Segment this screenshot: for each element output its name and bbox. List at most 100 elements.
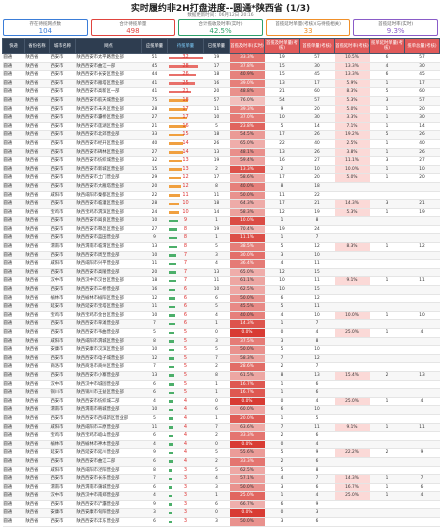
- table-cell: [334, 362, 370, 372]
- table-cell: 4: [264, 311, 300, 321]
- table-cell: 圆通: [2, 474, 25, 484]
- table-cell: 4: [264, 474, 300, 484]
- table-cell: 5.0%: [334, 105, 370, 115]
- table-cell: 45.5%: [229, 302, 265, 312]
- table-cell: [404, 337, 440, 347]
- table-cell: 14: [299, 122, 335, 132]
- pending-cell: 13: [167, 165, 204, 175]
- table-cell: 28.6%: [229, 362, 265, 372]
- table-cell: 8: [299, 337, 335, 347]
- table-cell: 圆通: [2, 397, 25, 407]
- table-cell: 18: [299, 182, 335, 192]
- pending-wrap: 3: [168, 501, 203, 508]
- table-cell: 20: [141, 268, 168, 278]
- table-cell: 21: [141, 122, 168, 132]
- table-cell: 11: [404, 423, 440, 433]
- table-cell: 陕西省: [24, 448, 50, 458]
- table-cell: 4: [203, 311, 230, 321]
- table-cell: 1: [203, 491, 230, 501]
- pending-wrap: 4: [168, 449, 203, 456]
- table-cell: 圆通: [2, 491, 25, 501]
- table-cell: 65.0%: [229, 139, 265, 149]
- table-cell: 安康市: [49, 508, 76, 519]
- table-cell: 32: [141, 156, 168, 166]
- table-cell: 10.5%: [334, 53, 370, 63]
- table-cell: 陕西省: [24, 96, 50, 106]
- table-cell: 20: [404, 105, 440, 115]
- pending-bar: [168, 279, 176, 283]
- table-cell: 西安市: [49, 139, 76, 149]
- pending-bar: [168, 503, 172, 506]
- table-cell: 铜川市: [49, 388, 76, 398]
- pending-cell: 4: [167, 414, 204, 424]
- pending-wrap: 11: [168, 192, 203, 199]
- table-cell: 70.4%: [229, 225, 265, 235]
- table-cell: 39.3%: [229, 105, 265, 115]
- table-row: 圆通 陕西省 西安市 陕西西安市浐灞营业部 9 3 6 66.7% 6 9: [2, 500, 440, 510]
- table-cell: 11: [299, 302, 335, 312]
- pending-bar: [168, 443, 173, 446]
- table-cell: 16: [141, 285, 168, 295]
- table-cell: 2: [369, 371, 405, 381]
- table-row: 圆通 陕西省 咸阳市 陕西咸阳市兴平营业部 11 7 4 36.4% 4 11: [2, 259, 440, 269]
- table-cell: 3: [369, 199, 405, 209]
- table-cell: 10: [141, 345, 168, 355]
- pending-value: 10: [182, 208, 189, 215]
- table-cell: 24: [141, 208, 168, 218]
- table-cell: [334, 380, 370, 390]
- table-cell: 5: [203, 122, 230, 132]
- table-cell: [334, 337, 370, 347]
- table-cell: 17: [264, 130, 300, 140]
- pending-cell: 8: [167, 242, 204, 252]
- table-cell: 17: [264, 173, 300, 183]
- table-cell: [369, 380, 405, 390]
- table-cell: 14.3%: [229, 319, 265, 329]
- table-cell: 榆林市: [49, 294, 76, 304]
- table-cell: 9.1%: [334, 276, 370, 287]
- table-cell: 圆通: [2, 242, 25, 252]
- pending-wrap: 14: [168, 149, 203, 156]
- table-cell: 西安市: [49, 414, 76, 424]
- table-cell: 圆通: [2, 79, 25, 89]
- table-cell: 圆通: [2, 251, 25, 261]
- table-cell: 陕西省: [24, 87, 50, 97]
- table-cell: 陕西西安市临潼区营业部: [75, 199, 142, 209]
- table-cell: 西安市: [49, 233, 76, 244]
- table-cell: 陕西省: [24, 440, 50, 450]
- kpi-card: 存在待揽网点数 104: [3, 19, 88, 36]
- table-cell: 圆通: [2, 328, 25, 338]
- table-cell: 西安市: [49, 79, 76, 89]
- table-cell: 30: [299, 113, 335, 123]
- table-cell: 10: [299, 405, 335, 415]
- pending-value: 26: [182, 71, 189, 78]
- table-cell: 0: [264, 397, 300, 407]
- pending-bar: [168, 151, 184, 154]
- table-cell: 圆通: [2, 62, 25, 72]
- table-cell: 陕西省: [24, 457, 50, 467]
- table-row: 圆通 陕西省 西安市 陕西西安市新城区营业部 15 13 2 13.3% 2 10 10.0% 1 10: [2, 165, 440, 175]
- table-cell: 10: [404, 165, 440, 175]
- table-cell: 陕西西安市长安区营业部: [75, 70, 142, 80]
- pending-wrap: 25: [168, 80, 203, 87]
- table-cell: 0.0%: [229, 328, 265, 338]
- table-cell: 10: [141, 405, 168, 415]
- table-cell: 6: [141, 388, 168, 398]
- table-cell: 西安市: [49, 319, 76, 329]
- pending-cell: 4: [167, 405, 204, 415]
- table-cell: 40.9%: [229, 70, 265, 80]
- column-header: 首揽延时率(考核): [334, 38, 370, 54]
- table-cell: 陕西省: [24, 113, 50, 123]
- table-cell: 65.0%: [229, 268, 265, 278]
- pending-wrap: 17: [168, 106, 203, 113]
- table-cell: 陕西省: [24, 139, 50, 149]
- table-cell: 16: [203, 79, 230, 89]
- pending-value: 3: [183, 492, 188, 499]
- table-cell: 29: [141, 173, 168, 183]
- table-cell: 20: [299, 173, 335, 183]
- table-cell: 圆通: [2, 380, 25, 390]
- table-cell: 10.0%: [229, 216, 265, 226]
- table-row: 圆通 陕西省 西安市 陕西西安市鄠邑区营业部 27 8 19 70.4% 19 24: [2, 225, 440, 235]
- table-cell: 陕西西安市高新区一部: [75, 87, 142, 97]
- table-row: 圆通 陕西省 渭南市 陕西渭南市临渭区营业部 13 8 5 38.5% 5 12 8.3% 1 12: [2, 242, 440, 252]
- table-cell: 圆通: [2, 508, 25, 519]
